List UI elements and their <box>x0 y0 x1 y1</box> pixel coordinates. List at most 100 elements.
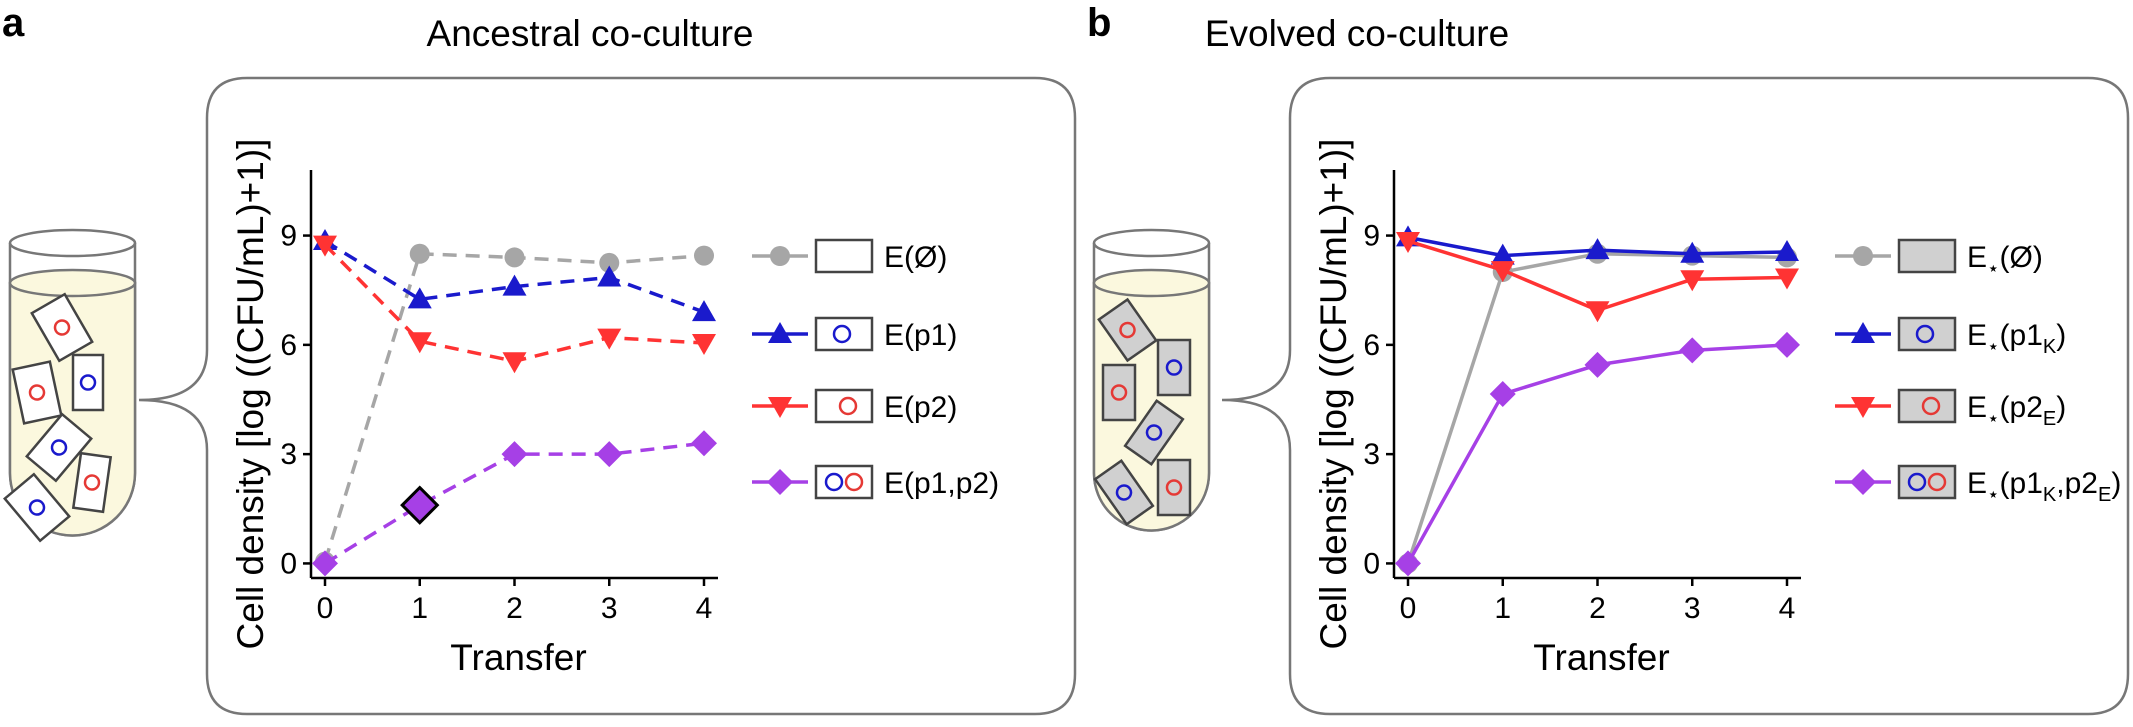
legend-label-part: ) <box>2056 319 2066 352</box>
legend-item: E⋆(p2E) <box>1835 388 2066 430</box>
cell-body <box>1156 458 1192 517</box>
legend-item: E⋆(Ø) <box>1835 238 2043 280</box>
y-tick-label: 6 <box>280 329 297 362</box>
legend-plasmid-p2 <box>838 396 858 416</box>
legend-label-part: E <box>2098 484 2111 506</box>
legend-cell-icon <box>1897 464 1957 500</box>
x-tick-label: 0 <box>317 592 334 625</box>
legend-label: E(p1,p2) <box>884 467 999 500</box>
legend-cell-icon <box>1897 238 1957 274</box>
legend-label-part: (p1 <box>2000 467 2043 500</box>
bacterium-cell <box>25 412 93 483</box>
legend-label: E(Ø) <box>884 241 947 274</box>
data-point <box>1489 381 1516 408</box>
data-point <box>1490 243 1515 265</box>
plasmid-ring <box>28 384 46 401</box>
data-point <box>1395 550 1421 577</box>
data-point <box>409 243 430 264</box>
legend-item: E(p2) <box>752 388 957 424</box>
legend-label-part: ) <box>2056 391 2066 424</box>
series-line <box>1406 252 1788 564</box>
cell-body <box>71 451 113 514</box>
y-tick-label: 9 <box>1363 220 1380 253</box>
legend-plasmid-p1 <box>1907 472 1927 492</box>
bacterium-cell <box>71 353 105 412</box>
y-axis-label: Cell density [log ((CFU/mL)+1)] <box>1313 139 1354 650</box>
panel-a: a Ancestral co-culture 0 3 6 9 0 1 2 3 4 Transfer Ce… <box>2 1 1077 716</box>
legend-label-part: E <box>1967 391 1987 424</box>
x-axis-label: Transfer <box>1533 637 1669 678</box>
legend-label-part: E <box>1967 241 1987 274</box>
cell-body <box>1101 363 1137 422</box>
legend-cell-icon <box>814 464 874 500</box>
data-point <box>599 252 620 273</box>
legend-label-part: E <box>1967 319 1987 352</box>
legend-cell-icon <box>814 388 874 424</box>
culture-tube <box>1092 228 1211 532</box>
liquid-surface <box>8 268 137 298</box>
legend-plasmid-p2 <box>1921 396 1941 416</box>
legend-marker <box>767 469 793 495</box>
legend-label-part: E <box>2043 408 2056 430</box>
legend-item: E(p1,p2) <box>752 464 999 500</box>
legend-label-part: (p2 <box>2000 391 2043 424</box>
plasmid-ring <box>1165 479 1183 496</box>
data-point <box>1584 351 1611 378</box>
data-point <box>1490 261 1515 283</box>
legend-label-part: K <box>2043 484 2057 506</box>
x-tick-label: 3 <box>1684 592 1701 625</box>
plasmid-ring <box>1165 359 1183 376</box>
data-point <box>313 235 337 257</box>
legend-cell-icon <box>1897 316 1957 352</box>
plasmid-ring <box>1115 484 1133 501</box>
data-point <box>691 430 717 457</box>
plasmid-ring <box>53 319 71 336</box>
panel-letter: b <box>1087 1 1111 45</box>
legend-label: E⋆(p1K,p2E) <box>1967 467 2121 506</box>
cell-body <box>1123 399 1185 466</box>
data-point <box>312 550 338 577</box>
panel-b: b Evolved co-culture 0 3 6 9 0 1 2 3 4 Transfer Cell… <box>1087 1 2130 716</box>
x-tick-label: 2 <box>506 592 523 625</box>
legend-plasmid-p1 <box>824 472 844 492</box>
plasmid-ring <box>1119 321 1136 339</box>
legend-marker <box>1851 397 1875 418</box>
plasmid-ring <box>79 374 97 391</box>
x-tick-label: 0 <box>1400 592 1417 625</box>
series-3 <box>1395 331 1800 577</box>
data-point <box>501 441 528 468</box>
data-point <box>502 352 527 374</box>
legend-marker <box>1853 246 1873 266</box>
legend-item: E⋆(p1K) <box>1835 316 2066 358</box>
legend-label-part: (Ø) <box>2000 241 2043 274</box>
bacterium-cell <box>1093 459 1155 526</box>
cell-body <box>1097 297 1158 363</box>
y-tick-label: 9 <box>280 220 297 253</box>
legend-label: E(p2) <box>884 391 957 424</box>
data-point <box>502 274 527 296</box>
bacterium-cell <box>1101 363 1137 422</box>
data-point <box>407 287 432 309</box>
data-point <box>1775 268 1799 290</box>
legend-plasmid-p1 <box>832 324 852 344</box>
tube-rim <box>8 228 137 258</box>
panel-letter: a <box>2 1 25 45</box>
cell-body <box>71 353 105 412</box>
legend-cell-icon <box>814 238 874 274</box>
legend-label-part: ) <box>2111 467 2121 500</box>
legend-label-part: ⋆ <box>1987 258 2000 280</box>
x-axis-label: Transfer <box>450 637 586 678</box>
cell-body <box>30 292 94 363</box>
legend-item: E(p1) <box>752 316 957 352</box>
data-point <box>400 485 440 525</box>
tube-rim <box>1092 228 1211 258</box>
bacterium-cell <box>1097 297 1158 363</box>
y-tick-label: 0 <box>1363 547 1380 580</box>
bacterium-cell <box>1123 399 1185 466</box>
legend-label: E⋆(p1K) <box>1967 319 2066 358</box>
bacterium-cell <box>1156 338 1192 397</box>
legend-item: E⋆(p1K,p2E) <box>1835 464 2121 506</box>
legend-marker <box>768 397 792 418</box>
bacterium-cell <box>30 292 94 363</box>
